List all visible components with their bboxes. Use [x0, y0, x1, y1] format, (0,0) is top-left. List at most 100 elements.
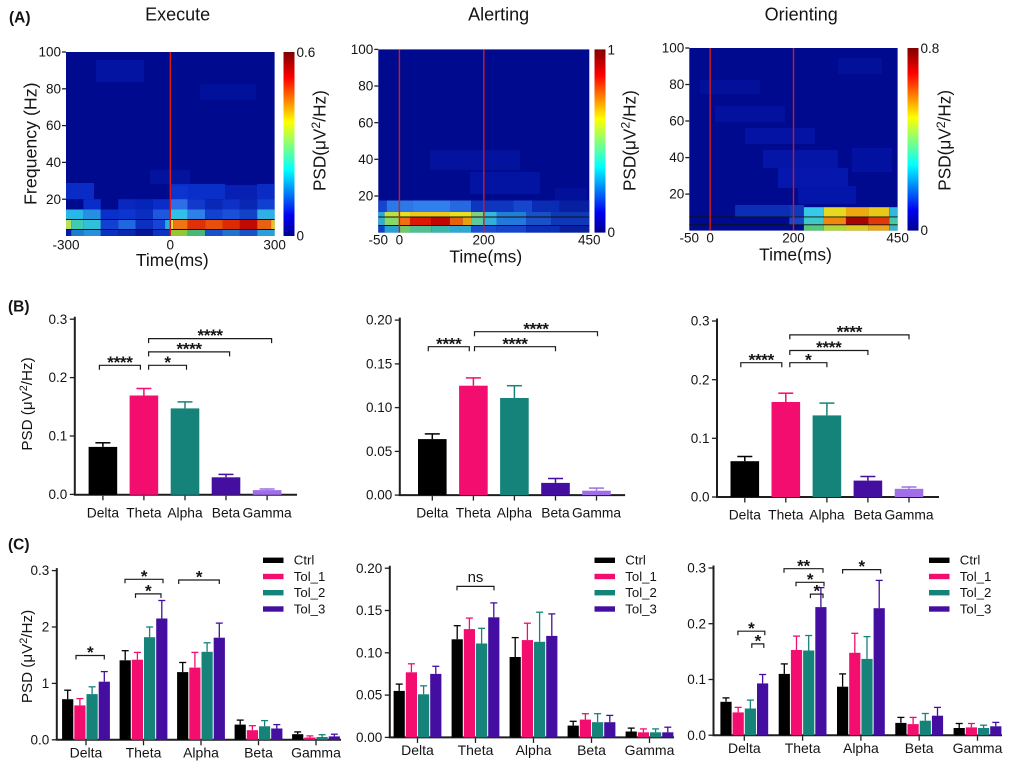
svg-text:*: *: [814, 582, 821, 601]
svg-text:**: **: [797, 556, 810, 575]
svg-text:0: 0: [921, 223, 929, 238]
svg-text:*: *: [748, 619, 755, 638]
svg-text:****: ****: [436, 334, 462, 353]
svg-text:Alpha: Alpha: [843, 740, 879, 756]
svg-text:Execute: Execute: [145, 4, 210, 24]
svg-text:Orienting: Orienting: [765, 4, 838, 24]
svg-text:PSD (μV2/Hz): PSD (μV2/Hz): [18, 610, 36, 703]
svg-text:40: 40: [46, 155, 61, 170]
svg-text:(B): (B): [8, 299, 30, 316]
svg-text:0.20: 0.20: [366, 313, 392, 328]
svg-text:0.6: 0.6: [297, 45, 316, 60]
svg-text:Tol_2: Tol_2: [625, 585, 657, 600]
svg-text:0: 0: [396, 233, 404, 248]
svg-text:Time(ms): Time(ms): [136, 250, 209, 270]
svg-text:0.10: 0.10: [356, 645, 382, 660]
svg-text:Gamma: Gamma: [291, 745, 341, 761]
svg-text:Gamma: Gamma: [884, 508, 933, 523]
svg-text:Ctrl: Ctrl: [960, 553, 981, 568]
svg-text:Tol_2: Tol_2: [960, 585, 992, 600]
svg-text:****: ****: [749, 350, 775, 369]
svg-text:Time(ms): Time(ms): [759, 245, 832, 265]
svg-text:0.05: 0.05: [356, 688, 382, 703]
svg-text:0.8: 0.8: [921, 41, 940, 56]
svg-text:-300: -300: [52, 238, 79, 253]
svg-text:0.10: 0.10: [366, 400, 392, 415]
svg-text:0.3: 0.3: [691, 314, 710, 329]
svg-text:Gamma: Gamma: [953, 740, 1003, 756]
svg-text:Delta: Delta: [401, 742, 434, 758]
svg-text:40: 40: [669, 150, 684, 165]
svg-text:0.1: 0.1: [691, 431, 710, 446]
svg-text:Theta: Theta: [768, 508, 804, 523]
svg-text:450: 450: [578, 233, 601, 248]
svg-text:Tol_2: Tol_2: [294, 585, 326, 600]
svg-text:0.3: 0.3: [687, 561, 706, 576]
svg-text:*: *: [755, 632, 762, 651]
svg-text:Tol_1: Tol_1: [294, 569, 326, 584]
svg-text:0.0: 0.0: [691, 490, 710, 505]
svg-text:Delta: Delta: [87, 505, 120, 520]
svg-text:Delta: Delta: [416, 506, 449, 521]
svg-text:Tol_3: Tol_3: [294, 601, 326, 616]
svg-text:40: 40: [358, 152, 373, 167]
svg-text:****: ****: [523, 319, 549, 338]
svg-text:Alpha: Alpha: [516, 742, 552, 758]
svg-text:Ctrl: Ctrl: [294, 553, 315, 568]
svg-text:0.0: 0.0: [687, 728, 706, 743]
svg-text:-50: -50: [680, 231, 700, 246]
svg-text:ns: ns: [468, 569, 484, 586]
svg-text:Tol_3: Tol_3: [625, 601, 657, 616]
svg-text:2: 2: [42, 620, 50, 635]
svg-text:60: 60: [46, 118, 61, 133]
svg-text:PSD(μV2/Hz): PSD(μV2/Hz): [309, 90, 330, 191]
svg-text:Theta: Theta: [785, 740, 821, 756]
svg-text:60: 60: [669, 114, 684, 129]
svg-text:Beta: Beta: [244, 745, 273, 761]
svg-text:1: 1: [608, 42, 616, 57]
svg-text:*: *: [141, 567, 148, 586]
svg-text:300: 300: [263, 238, 286, 253]
svg-text:Ctrl: Ctrl: [625, 553, 646, 568]
svg-text:Tol_3: Tol_3: [960, 601, 992, 616]
svg-text:Beta: Beta: [905, 740, 934, 756]
svg-text:0.05: 0.05: [366, 444, 392, 459]
svg-text:0.2: 0.2: [49, 370, 68, 385]
svg-text:0.20: 0.20: [356, 561, 382, 576]
svg-text:0.0: 0.0: [49, 487, 68, 502]
svg-text:Alerting: Alerting: [468, 4, 529, 24]
svg-text:100: 100: [662, 41, 685, 56]
svg-text:Alpha: Alpha: [183, 745, 219, 761]
svg-text:*: *: [164, 353, 171, 372]
svg-text:Beta: Beta: [577, 742, 606, 758]
svg-text:*: *: [859, 557, 866, 576]
svg-text:0.0: 0.0: [31, 732, 50, 747]
svg-text:****: ****: [197, 326, 223, 345]
svg-text:450: 450: [886, 231, 909, 246]
svg-text:20: 20: [358, 189, 373, 204]
svg-text:Beta: Beta: [541, 506, 570, 521]
svg-text:*: *: [805, 350, 812, 369]
svg-text:Theta: Theta: [458, 742, 494, 758]
svg-text:20: 20: [46, 192, 61, 207]
svg-text:*: *: [807, 570, 814, 589]
svg-text:Theta: Theta: [126, 505, 162, 520]
svg-text:PSD(μV2/Hz): PSD(μV2/Hz): [934, 90, 955, 191]
svg-text:****: ****: [837, 323, 863, 342]
svg-text:80: 80: [358, 79, 373, 94]
svg-text:Alpha: Alpha: [167, 505, 203, 520]
svg-text:****: ****: [107, 353, 133, 372]
svg-text:PSD (μV2/Hz): PSD (μV2/Hz): [18, 357, 36, 450]
svg-text:0.3: 0.3: [31, 563, 50, 578]
svg-text:-50: -50: [369, 233, 389, 248]
svg-text:80: 80: [669, 77, 684, 92]
svg-text:PSD(μV2/Hz): PSD(μV2/Hz): [619, 90, 640, 191]
svg-text:Delta: Delta: [729, 508, 762, 523]
svg-text:0.3: 0.3: [49, 312, 68, 327]
svg-text:****: ****: [816, 338, 842, 357]
svg-text:200: 200: [473, 233, 496, 248]
svg-text:Frequency (Hz): Frequency (Hz): [20, 82, 40, 205]
svg-text:0: 0: [706, 231, 714, 246]
svg-text:20: 20: [669, 187, 684, 202]
svg-text:0.00: 0.00: [356, 730, 382, 745]
